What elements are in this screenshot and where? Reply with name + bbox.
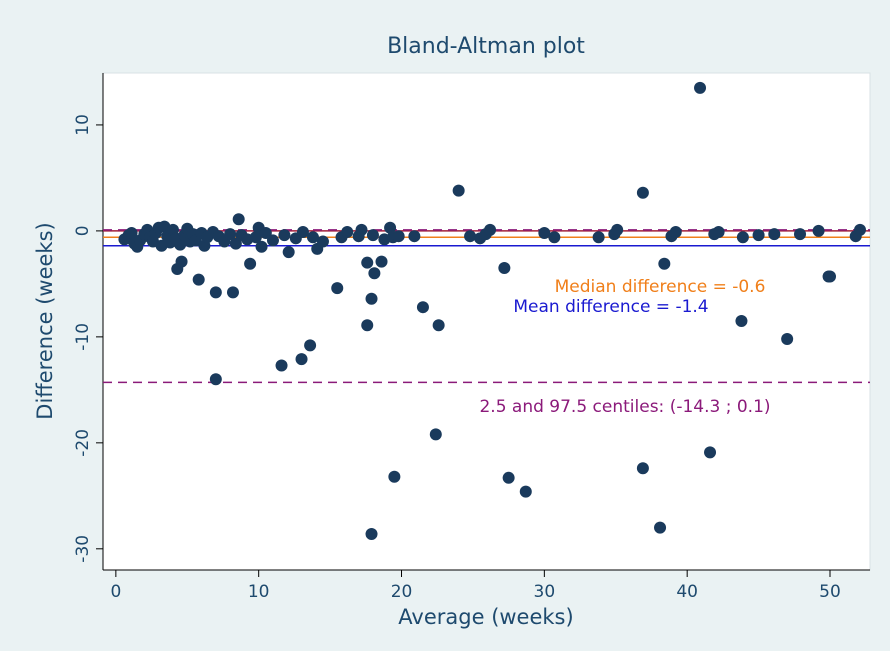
point bbox=[408, 230, 421, 243]
point bbox=[224, 228, 237, 241]
point bbox=[316, 235, 329, 248]
annotation: Mean difference = -1.4 bbox=[513, 297, 708, 317]
point bbox=[375, 255, 388, 268]
y-tick-label: 10 bbox=[73, 114, 93, 136]
x-tick-label: 50 bbox=[819, 582, 841, 602]
point bbox=[498, 261, 511, 274]
point bbox=[175, 255, 188, 268]
point bbox=[592, 231, 605, 244]
point bbox=[452, 184, 465, 197]
point bbox=[361, 256, 374, 269]
point bbox=[432, 319, 445, 332]
y-tick-label: -20 bbox=[73, 429, 93, 457]
x-tick-label: 10 bbox=[248, 582, 270, 602]
point bbox=[266, 234, 279, 247]
point bbox=[249, 231, 262, 244]
point bbox=[636, 186, 649, 199]
point bbox=[331, 282, 344, 295]
point bbox=[669, 225, 682, 238]
point bbox=[519, 485, 532, 498]
chart-title: Bland-Altman plot bbox=[387, 34, 585, 59]
x-tick-label: 0 bbox=[110, 582, 121, 602]
point bbox=[365, 292, 378, 305]
point bbox=[295, 353, 308, 366]
point bbox=[192, 273, 205, 286]
point bbox=[226, 286, 239, 299]
point bbox=[282, 246, 295, 259]
y-tick-label: -30 bbox=[73, 535, 93, 563]
x-axis-label: Average (weeks) bbox=[398, 605, 573, 629]
point bbox=[278, 229, 291, 242]
point bbox=[768, 228, 781, 241]
point bbox=[854, 223, 867, 236]
point bbox=[341, 225, 354, 238]
point bbox=[812, 224, 825, 237]
x-tick-label: 40 bbox=[676, 582, 698, 602]
point bbox=[392, 230, 405, 243]
point bbox=[255, 240, 268, 253]
point bbox=[704, 446, 717, 459]
point bbox=[125, 227, 138, 240]
annotation: 2.5 and 97.5 centiles: (-14.3 ; 0.1) bbox=[479, 397, 770, 417]
point bbox=[365, 527, 378, 540]
x-tick-label: 20 bbox=[391, 582, 413, 602]
point bbox=[388, 470, 401, 483]
point bbox=[781, 332, 794, 345]
point bbox=[232, 213, 245, 226]
y-tick-label: 0 bbox=[73, 225, 93, 236]
point bbox=[384, 221, 397, 234]
point bbox=[209, 373, 222, 386]
point bbox=[429, 428, 442, 441]
point bbox=[464, 230, 477, 243]
point bbox=[636, 462, 649, 475]
point bbox=[794, 228, 807, 241]
point bbox=[654, 521, 667, 534]
point bbox=[658, 257, 671, 270]
point bbox=[502, 471, 515, 484]
point bbox=[296, 225, 309, 238]
point bbox=[416, 301, 429, 314]
point bbox=[538, 227, 551, 240]
point bbox=[366, 229, 379, 242]
point bbox=[548, 231, 561, 244]
point bbox=[209, 286, 222, 299]
point bbox=[694, 81, 707, 94]
point bbox=[275, 359, 288, 372]
point bbox=[735, 314, 748, 327]
y-tick-label: -10 bbox=[73, 323, 93, 351]
point bbox=[355, 223, 368, 236]
point bbox=[304, 339, 317, 352]
point bbox=[484, 223, 497, 236]
point bbox=[306, 231, 319, 244]
point bbox=[259, 227, 272, 240]
y-axis-label: Difference (weeks) bbox=[33, 222, 57, 419]
point bbox=[752, 229, 765, 242]
point bbox=[229, 237, 242, 250]
point bbox=[736, 231, 749, 244]
annotation: Median difference = -0.6 bbox=[555, 277, 766, 297]
point bbox=[712, 225, 725, 238]
point bbox=[368, 267, 381, 280]
point bbox=[611, 223, 624, 236]
point bbox=[174, 238, 187, 251]
plot-area bbox=[102, 72, 871, 571]
x-tick-label: 30 bbox=[534, 582, 556, 602]
point bbox=[361, 319, 374, 332]
point bbox=[244, 257, 257, 270]
point bbox=[824, 270, 837, 283]
